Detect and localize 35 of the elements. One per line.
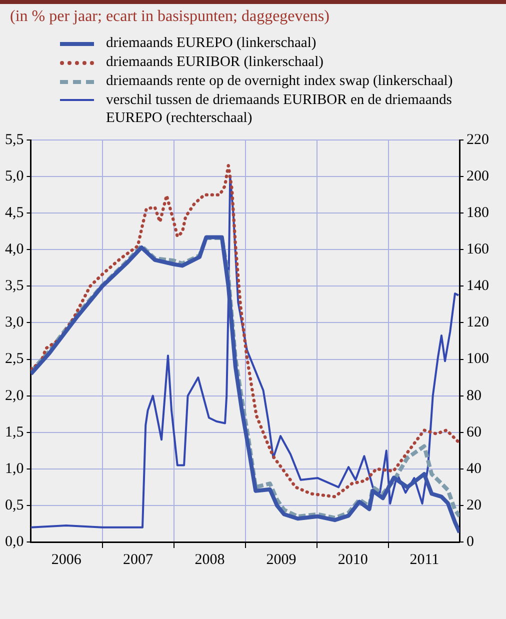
y-tick-label: 4,5 — [5, 205, 24, 222]
y2-tick-label: 180 — [466, 205, 489, 222]
legend-label: driemaands EURIBOR (linkerschaal) — [106, 53, 324, 71]
legend-label: driemaands EUREPO (linkerschaal) — [106, 34, 318, 52]
y2-tick-label: 80 — [466, 388, 482, 404]
chart-title: (in % per jaar; ecart in basispunten; daggegevens) — [9, 7, 330, 26]
y-tick-label: 5,0 — [5, 168, 24, 184]
y-tick-label: 1,0 — [5, 460, 24, 477]
x-tick-label: 2010 — [338, 552, 368, 568]
y-tick-label: 3,5 — [5, 278, 24, 294]
x-tick-label: 2011 — [410, 552, 440, 568]
y2-tick-label: 100 — [466, 351, 489, 368]
y-tick-label: 0,5 — [5, 497, 24, 514]
x-tick-label: 2006 — [51, 552, 82, 568]
y-tick-label: 5,5 — [5, 132, 24, 148]
y2-tick-label: 20 — [466, 497, 482, 514]
y-tick-label: 1,5 — [5, 424, 24, 440]
y2-tick-label: 60 — [466, 424, 482, 440]
y2-tick-label: 160 — [466, 242, 489, 258]
x-tick-label: 2008 — [194, 552, 225, 568]
legend-label: driemaands rente op de overnight index swap (linkerschaal) — [106, 72, 454, 90]
y2-tick-label: 0 — [466, 534, 474, 550]
x-tick-label: 2007 — [122, 552, 154, 568]
y2-tick-label: 120 — [466, 314, 489, 331]
y-tick-label: 0,0 — [5, 534, 24, 550]
y-tick-label: 3,0 — [5, 314, 24, 331]
y-tick-label: 4,0 — [5, 242, 24, 258]
y-tick-label: 2,0 — [5, 388, 24, 404]
y2-tick-label: 220 — [466, 132, 489, 148]
y-tick-label: 2,5 — [5, 351, 24, 368]
y2-tick-label: 200 — [466, 168, 489, 184]
x-tick-label: 2009 — [266, 552, 296, 568]
legend-label: verschil tussen de driemaands EURIBOR en de driemaands EUREPO (rechterschaal) — [106, 91, 453, 127]
y2-tick-label: 140 — [466, 278, 489, 294]
y2-tick-label: 40 — [466, 460, 482, 477]
